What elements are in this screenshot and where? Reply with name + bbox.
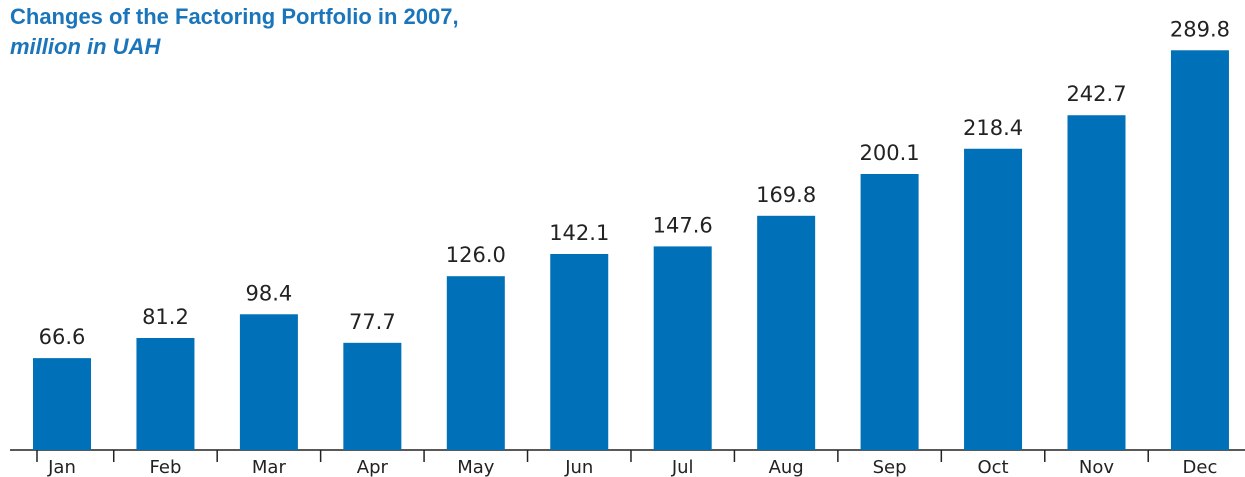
x-tick-label: Aug xyxy=(769,457,804,477)
value-label: 81.2 xyxy=(142,305,189,329)
x-tick-label: Oct xyxy=(977,457,1008,477)
value-label: 289.8 xyxy=(1170,17,1230,41)
bar xyxy=(550,254,609,450)
bar xyxy=(33,358,91,450)
value-label: 142.1 xyxy=(549,221,609,245)
x-tick-label: Feb xyxy=(150,457,182,477)
chart-title: Changes of the Factoring Portfolio in 20… xyxy=(10,4,459,29)
value-label: 218.4 xyxy=(963,116,1023,140)
x-tick-label: May xyxy=(457,457,495,477)
value-label: 147.6 xyxy=(653,213,713,237)
x-tick-label: Sep xyxy=(873,457,907,477)
x-tick-label: Dec xyxy=(1183,457,1218,477)
x-tick-label: Jan xyxy=(47,457,76,477)
x-tick-label: Nov xyxy=(1079,457,1114,477)
value-label: 169.8 xyxy=(756,183,816,207)
bar xyxy=(343,342,402,450)
bar xyxy=(757,215,816,450)
value-label: 77.7 xyxy=(349,310,396,334)
bar xyxy=(1170,50,1229,450)
value-label: 126.0 xyxy=(446,243,506,267)
bar xyxy=(446,276,505,450)
bar xyxy=(860,174,919,450)
bar xyxy=(239,314,298,450)
value-label: 200.1 xyxy=(860,141,920,165)
bar xyxy=(1067,115,1126,450)
x-tick-label: Apr xyxy=(357,457,389,477)
value-label: 242.7 xyxy=(1066,82,1126,106)
value-label: 98.4 xyxy=(246,281,293,305)
x-tick-label: Jun xyxy=(564,457,593,477)
x-tick-label: Jul xyxy=(671,457,694,477)
value-label: 66.6 xyxy=(39,325,86,349)
bar xyxy=(653,246,712,450)
bar xyxy=(136,338,195,450)
bar xyxy=(964,148,1023,451)
chart-subtitle: million in UAH xyxy=(10,34,161,59)
x-tick-label: Mar xyxy=(252,457,287,477)
